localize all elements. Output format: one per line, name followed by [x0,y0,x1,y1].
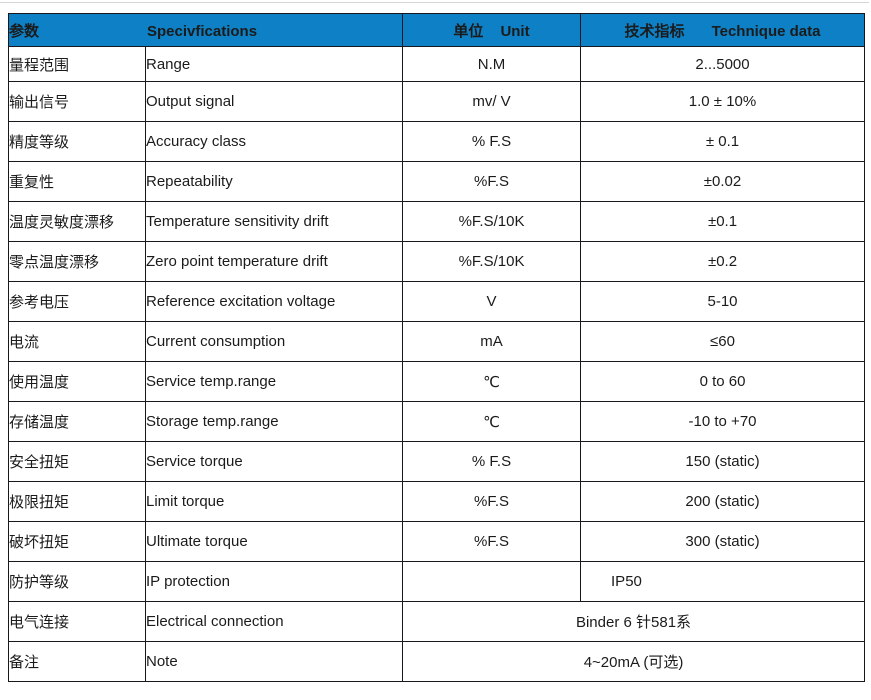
param-zh-cell: 电气连接 [8,601,146,642]
param-zh-cell: 量程范围 [8,46,146,82]
table-row: 存储温度 Storage temp.range ℃ -10 to +70 [8,401,866,442]
header-param-zh: 参数 [9,22,40,40]
param-zh-cell: 零点温度漂移 [8,241,146,282]
value-cell: 1.0 ± 10% [580,81,866,122]
unit-cell: % F.S [402,441,582,482]
param-zh-cell: 精度等级 [8,121,146,162]
value-cell: 5-10 [580,281,866,322]
param-en-cell: Zero point temperature drift [144,241,404,282]
table-row: 防护等级 IP protection IP50 [8,561,866,602]
param-zh-cell: 防护等级 [8,561,146,602]
param-en-cell: Ultimate torque [144,521,404,562]
table-row: 温度灵敏度漂移 Temperature sensitivity drift %F.S… [8,201,866,242]
param-en-cell: Accuracy class [144,121,404,162]
param-en-cell: Electrical connection [144,601,404,642]
table-row: 参考电压 Reference excitation voltage V 5-10 [8,281,866,322]
param-en-cell: Note [144,641,404,682]
table-row: 使用温度 Service temp.range ℃ 0 to 60 [8,361,866,402]
value-cell: ±0.2 [580,241,866,282]
header-unit-en: Unit [500,22,530,40]
unit-cell: mv/ V [402,81,582,122]
table-row: 重复性 Repeatability %F.S ±0.02 [8,161,866,202]
param-en-cell: Temperature sensitivity drift [144,201,404,242]
param-en-cell: IP protection [144,561,404,602]
value-cell: 0 to 60 [580,361,866,402]
param-zh-cell: 参考电压 [8,281,146,322]
param-en-cell: Range [144,46,404,82]
param-zh-cell: 温度灵敏度漂移 [8,201,146,242]
param-zh-cell: 极限扭矩 [8,481,146,522]
spec-table: 参数 Specivfications 单位 Unit 技术指标 Technique d… [7,13,866,682]
header-unit-cell: 单位 Unit [402,13,582,47]
merged-value-cell: 4~20mA (可选) [402,641,866,682]
value-cell: ±0.02 [580,161,866,202]
param-en-cell: Storage temp.range [144,401,404,442]
table-row: 备注 Note 4~20mA (可选) [8,641,866,682]
param-zh-cell: 破坏扭矩 [8,521,146,562]
param-en-cell: Service torque [144,441,404,482]
value-cell: ±0.1 [580,201,866,242]
table-row: 精度等级 Accuracy class% F.S ± 0.1 [8,121,866,162]
header-param-en: Specivfications [147,22,258,40]
unit-cell: V [402,281,582,322]
header-tech-zh: 技术指标 [624,22,685,40]
param-zh-cell: 电流 [8,321,146,362]
param-en-cell: Output signal [144,81,404,122]
table-row: 输出信号 Output signal mv/ V 1.0 ± 10% [8,81,866,122]
unit-cell: ℃ [402,401,582,442]
header-tech-en: Technique data [711,22,821,40]
param-zh-cell: 重复性 [8,161,146,202]
param-en-cell: Service temp.range [144,361,404,402]
value-cell: IP50 [580,561,866,602]
table-header-row: 参数 Specivfications 单位 Unit 技术指标 Technique d… [7,13,866,47]
table-row: 安全扭矩 Service torque% F.S 150 (static) [8,441,866,482]
merged-value-cell: Binder 6 针581系 [402,601,866,642]
header-technique-cell: 技术指标 Technique data [580,13,866,47]
unit-cell: % F.S [402,121,582,162]
param-zh-cell: 安全扭矩 [8,441,146,482]
unit-cell: %F.S [402,521,582,562]
param-en-cell: Current consumption [144,321,404,362]
table-row: 电气连接 Electrical connection Binder 6 针581系 [8,601,866,642]
unit-cell [402,561,582,602]
value-cell: 150 (static) [580,441,866,482]
value-cell: ≤60 [580,321,866,362]
value-cell: 300 (static) [580,521,866,562]
table-row: 破坏扭矩 Ultimate torque %F.S 300 (static) [8,521,866,562]
unit-cell: N.M [402,46,582,82]
param-zh-cell: 输出信号 [8,81,146,122]
unit-cell: %F.S [402,481,582,522]
value-cell: 200 (static) [580,481,866,522]
param-en-cell: Repeatability [144,161,404,202]
page-top-rule [0,2,869,3]
spec-table-body: 量程范围 Range N.M 2...5000 输出信号 Output signal mv/… [8,46,866,682]
header-unit-zh: 单位 [453,22,484,40]
param-en-cell: Reference excitation voltage [144,281,404,322]
table-row: 电流 Current consumption mA ≤60 [8,321,866,362]
header-parameters-cell: 参数 Specivfications [7,13,404,47]
table-row: 极限扭矩 Limit torque %F.S 200 (static) [8,481,866,522]
table-row: 量程范围 Range N.M 2...5000 [8,46,866,82]
unit-cell: ℃ [402,361,582,402]
unit-cell: %F.S [402,161,582,202]
value-cell: 2...5000 [580,46,866,82]
table-row: 零点温度漂移 Zero point temperature drift %F.S/1… [8,241,866,282]
value-cell: ± 0.1 [580,121,866,162]
param-en-cell: Limit torque [144,481,404,522]
param-zh-cell: 使用温度 [8,361,146,402]
value-cell: -10 to +70 [580,401,866,442]
unit-cell: %F.S/10K [402,201,582,242]
param-zh-cell: 备注 [8,641,146,682]
unit-cell: %F.S/10K [402,241,582,282]
param-zh-cell: 存储温度 [8,401,146,442]
unit-cell: mA [402,321,582,362]
